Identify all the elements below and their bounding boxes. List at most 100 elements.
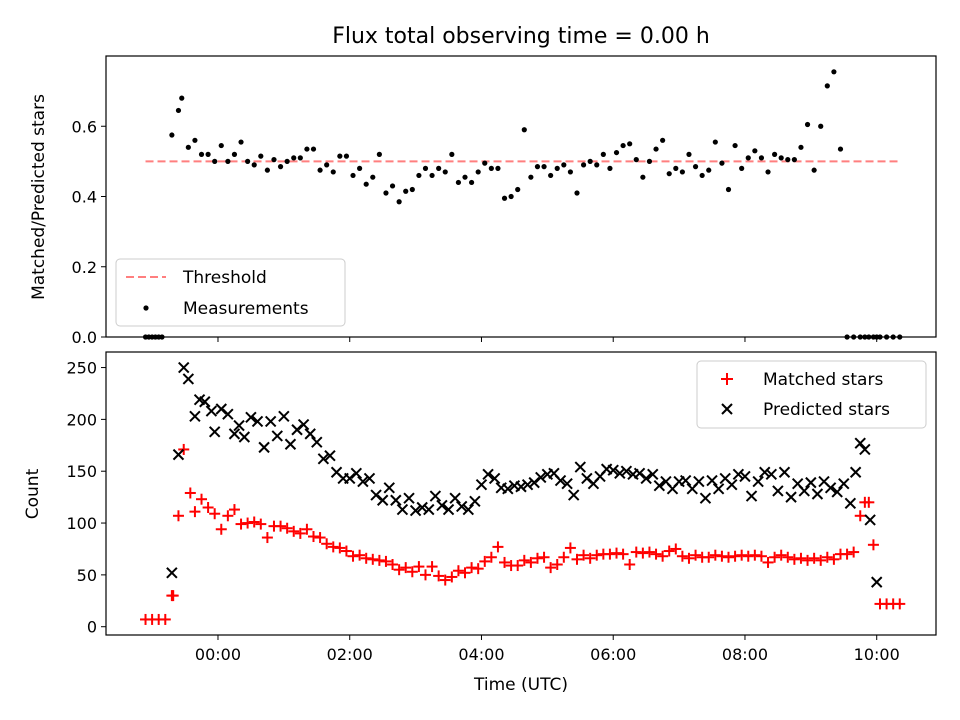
bottom-legend-frame (696, 360, 927, 429)
predicted-point (502, 483, 514, 495)
predicted-point (233, 419, 245, 432)
measurement-point (225, 158, 231, 164)
matched-point (630, 546, 642, 558)
predicted-point (317, 453, 330, 465)
matched-point (795, 552, 807, 564)
measurement-point (383, 190, 389, 196)
measurement-point (837, 146, 844, 152)
predicted-point (679, 474, 692, 487)
matched-point (518, 554, 530, 566)
matched-point (769, 551, 781, 563)
measurement-point (218, 142, 224, 149)
matched-point (723, 551, 734, 563)
predicted-point (409, 504, 422, 517)
matched-point (452, 565, 464, 577)
measurement-point (554, 165, 560, 171)
measurement-point (389, 183, 396, 189)
predicted-point (535, 471, 547, 484)
top-y-axis-label: Matched/Predicted stars (29, 94, 49, 300)
bottom-x-tick-label: 00:00 (195, 645, 241, 664)
measurement-point (633, 157, 639, 163)
matched-point (393, 564, 405, 576)
matched-point (373, 554, 385, 566)
measurement-point (317, 167, 323, 173)
predicted-point (264, 415, 277, 428)
matched-point (551, 559, 563, 571)
predicted-point (189, 410, 201, 422)
measurement-point (666, 171, 672, 177)
predicted-point (403, 492, 415, 504)
bottom-panel: 0 50 100 150 200 250 00:00 02:00 04:00 06:00 08:0… (23, 351, 937, 695)
measurement-point (508, 193, 514, 200)
predicted-point (429, 490, 442, 502)
predicted-point (772, 485, 784, 497)
matched-point (347, 550, 359, 562)
bottom-x-tick-label: 02:00 (327, 645, 373, 664)
top-legend: Threshold Measurements (115, 258, 346, 327)
measurement-point (501, 195, 508, 201)
matched-point (294, 527, 306, 539)
matched-point (301, 523, 313, 535)
matched-point (159, 613, 171, 625)
predicted-point (278, 410, 290, 422)
measurement-point (824, 83, 830, 89)
matched-point (222, 510, 234, 522)
predicted-point (208, 426, 221, 438)
legend-predicted-swatch (721, 403, 733, 415)
matched-point (690, 549, 702, 561)
measurement-point (725, 186, 732, 193)
measurement-point (692, 164, 699, 170)
predicted-point (423, 503, 435, 516)
measurement-point (324, 162, 330, 168)
measurement-point (758, 155, 765, 161)
matched-point (439, 574, 451, 586)
matched-point (228, 504, 240, 516)
predicted-point (396, 503, 409, 516)
measurement-point (212, 158, 218, 164)
measurement-point (370, 174, 376, 180)
matched-point (663, 545, 675, 557)
measurement-point (264, 167, 270, 173)
legend-predicted-label: Predicted stars (763, 400, 890, 420)
matched-point (459, 567, 471, 579)
matched-point (354, 549, 366, 561)
bottom-x-tick-label: 10:00 (854, 645, 900, 664)
measurement-point (468, 179, 475, 186)
measurement-point (436, 165, 442, 171)
matched-point (815, 554, 827, 566)
matched-point (683, 552, 695, 564)
measurement-point (376, 151, 382, 157)
bottom-y-tick-label: 150 (66, 462, 97, 481)
measurement-point (429, 172, 435, 179)
matched-point (184, 487, 196, 499)
predicted-point (574, 461, 586, 473)
matched-point (863, 496, 875, 508)
top-y-tick-label: 0.6 (72, 117, 97, 136)
measurement-point (488, 165, 494, 171)
measurement-point (482, 160, 488, 166)
predicted-point (350, 467, 363, 479)
predicted-point (614, 467, 626, 479)
top-y-ticks: 0.0 0.2 0.4 0.6 (72, 117, 106, 347)
measurement-point (752, 148, 758, 154)
measurement-point (363, 181, 369, 187)
predicted-point (693, 475, 705, 488)
measurement-point (475, 169, 481, 175)
predicted-point (765, 468, 778, 481)
matched-point (255, 518, 267, 530)
matched-point (584, 552, 596, 564)
predicted-point (567, 489, 580, 501)
measurement-point (831, 69, 837, 75)
measurement-point (627, 141, 633, 147)
measurement-point (594, 162, 600, 168)
predicted-point (805, 476, 817, 489)
predicted-point (488, 472, 501, 485)
measurement-point (548, 172, 554, 179)
matched-point (400, 562, 412, 574)
legend-measurements-label: Measurements (183, 299, 309, 319)
matched-point (854, 510, 866, 522)
top-y-tick-label: 0.0 (72, 328, 97, 347)
matched-point (209, 508, 221, 520)
measurement-point (238, 139, 244, 145)
measurement-point (732, 142, 738, 149)
